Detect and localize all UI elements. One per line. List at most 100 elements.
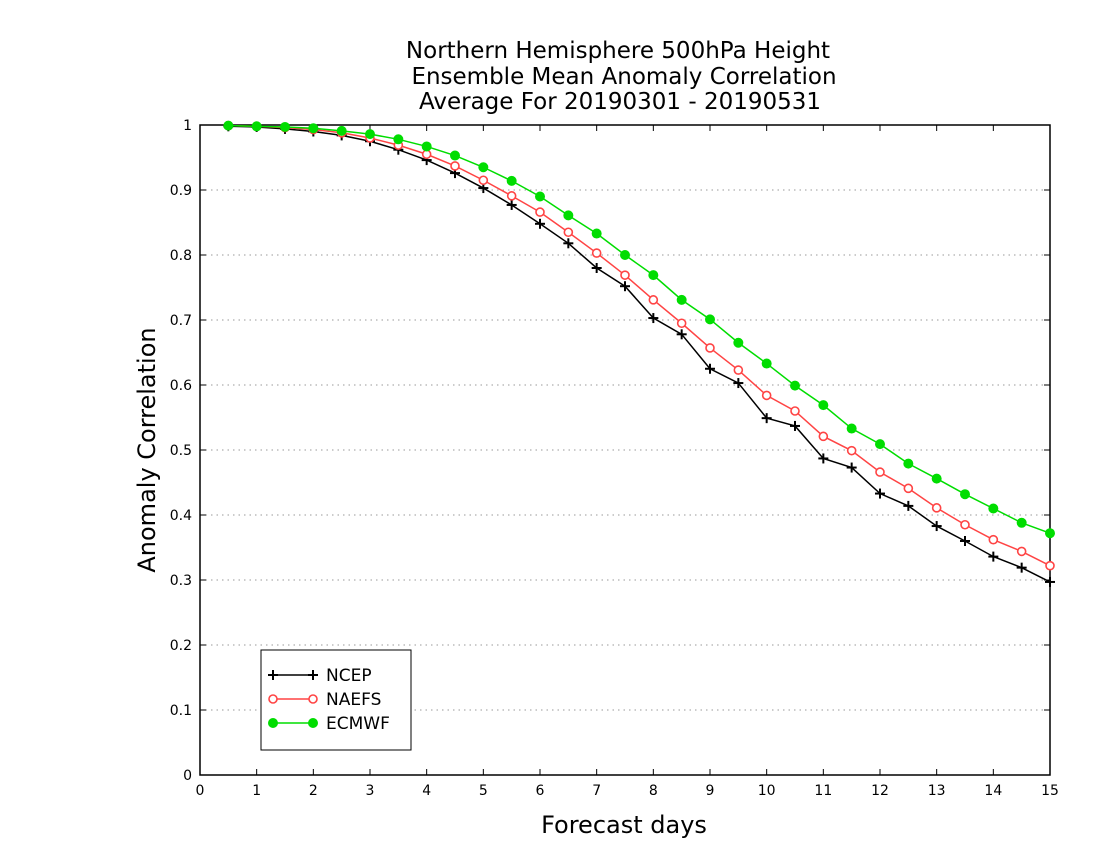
legend-marker-end-ncep (308, 670, 318, 680)
point-ecmwf-27 (988, 503, 999, 514)
point-ecmwf-6 (393, 134, 404, 145)
title-line-2: Ensemble Mean Anomaly Correlation (411, 64, 836, 90)
legend-label-naefs: NAEFS (326, 690, 381, 710)
legend-label-ecmwf: ECMWF (326, 714, 390, 734)
point-naefs-9 (478, 175, 489, 186)
x-tick-label-6: 6 (536, 783, 545, 799)
x-tick-label-13: 13 (928, 783, 946, 799)
x-tick-label-14: 14 (984, 783, 1002, 799)
point-ncep-27 (988, 551, 999, 562)
point-ecmwf-19 (761, 358, 772, 369)
point-naefs-27 (988, 534, 999, 545)
point-naefs-25 (931, 503, 942, 513)
series-naefs (223, 120, 1055, 571)
point-ncep-15 (648, 313, 659, 324)
point-ncep-19 (761, 413, 772, 424)
series-ncep (223, 121, 1055, 587)
point-ecmwf-1 (251, 121, 262, 132)
point-ecmwf-11 (535, 191, 545, 202)
point-ncep-14 (620, 281, 630, 292)
x-tick-label-5: 5 (479, 783, 488, 799)
title-line-1: Northern Hemisphere 500hPa Height (406, 38, 830, 64)
point-ecmwf-0 (223, 120, 234, 131)
y-tick-label-8: 0.8 (170, 248, 192, 264)
point-naefs-21 (818, 431, 829, 442)
point-ecmwf-12 (563, 210, 574, 221)
point-ncep-13 (591, 263, 602, 273)
point-ncep-16 (676, 329, 687, 340)
point-naefs-10 (506, 191, 517, 201)
point-naefs-24 (903, 483, 914, 494)
point-ecmwf-17 (705, 314, 715, 325)
y-tick-label-10: 1 (183, 118, 192, 134)
point-naefs-17 (705, 343, 715, 353)
y-axis-title: Anomaly Correlation (133, 327, 161, 572)
legend-marker-end-ecmwf (308, 718, 318, 728)
x-tick-label-10: 10 (758, 783, 776, 799)
point-ncep-20 (790, 420, 800, 431)
point-ncep-18 (733, 378, 744, 389)
point-naefs-18 (733, 365, 744, 375)
series-line-naefs (228, 124, 1051, 567)
point-ncep-23 (875, 488, 885, 499)
point-ecmwf-26 (960, 489, 970, 500)
legend-label-ncep: NCEP (326, 666, 372, 686)
point-naefs-23 (875, 467, 885, 477)
point-ncep-28 (1016, 562, 1027, 573)
x-tick-label-0: 0 (196, 783, 205, 799)
point-ecmwf-21 (818, 400, 829, 411)
point-naefs-15 (648, 295, 659, 305)
point-ncep-29 (1045, 576, 1055, 587)
point-ncep-17 (705, 363, 715, 374)
title-line-3: Average For 20190301 - 20190531 (419, 89, 821, 115)
x-tick-label-1: 1 (252, 783, 261, 799)
point-ecmwf-5 (365, 129, 375, 140)
series-line-ecmwf (228, 124, 1051, 534)
x-tick-label-12: 12 (871, 783, 889, 799)
point-naefs-28 (1016, 546, 1027, 557)
x-tick-label-9: 9 (706, 783, 715, 799)
point-naefs-12 (563, 227, 574, 238)
x-tick-label-15: 15 (1041, 783, 1059, 799)
series-ecmwf (223, 120, 1055, 539)
point-ecmwf-29 (1045, 528, 1055, 539)
point-ecmwf-22 (846, 423, 857, 434)
point-ecmwf-3 (308, 123, 319, 134)
point-naefs-8 (450, 161, 460, 171)
x-tick-label-7: 7 (592, 783, 601, 799)
point-ecmwf-16 (676, 294, 687, 305)
legend-marker-end-naefs (308, 694, 318, 704)
point-naefs-29 (1045, 560, 1055, 571)
legend-marker-start-ncep (268, 670, 278, 680)
x-tick-label-2: 2 (309, 783, 318, 799)
point-ecmwf-14 (620, 250, 630, 260)
point-ncep-21 (818, 453, 829, 464)
point-naefs-14 (620, 270, 630, 280)
x-tick-label-4: 4 (422, 783, 431, 799)
legend-box (260, 649, 412, 751)
point-ecmwf-9 (478, 162, 489, 173)
y-tick-label-6: 0.6 (170, 378, 192, 394)
point-ecmwf-13 (591, 228, 602, 239)
point-naefs-22 (846, 445, 857, 456)
x-tick-label-3: 3 (366, 783, 375, 799)
point-ncep-26 (960, 536, 970, 546)
point-ecmwf-28 (1016, 517, 1027, 528)
point-ecmwf-15 (648, 270, 659, 281)
point-ecmwf-7 (421, 141, 432, 152)
point-ncep-12 (563, 238, 574, 249)
point-ncep-25 (931, 521, 942, 532)
legend: NCEP NAEFS ECMWF (260, 649, 412, 751)
y-tick-label-4: 0.4 (170, 508, 192, 524)
point-ecmwf-24 (903, 458, 914, 469)
y-tick-label-2: 0.2 (170, 638, 192, 654)
series-layer (223, 120, 1055, 587)
chart-title: Northern Hemisphere 500hPa Height Ensemb… (406, 38, 837, 115)
grid (200, 189, 1050, 711)
point-ecmwf-4 (336, 125, 347, 136)
point-naefs-20 (790, 406, 800, 416)
y-tick-label-7: 0.7 (170, 313, 192, 329)
legend-marker-start-naefs (268, 694, 278, 704)
point-naefs-26 (960, 519, 970, 530)
